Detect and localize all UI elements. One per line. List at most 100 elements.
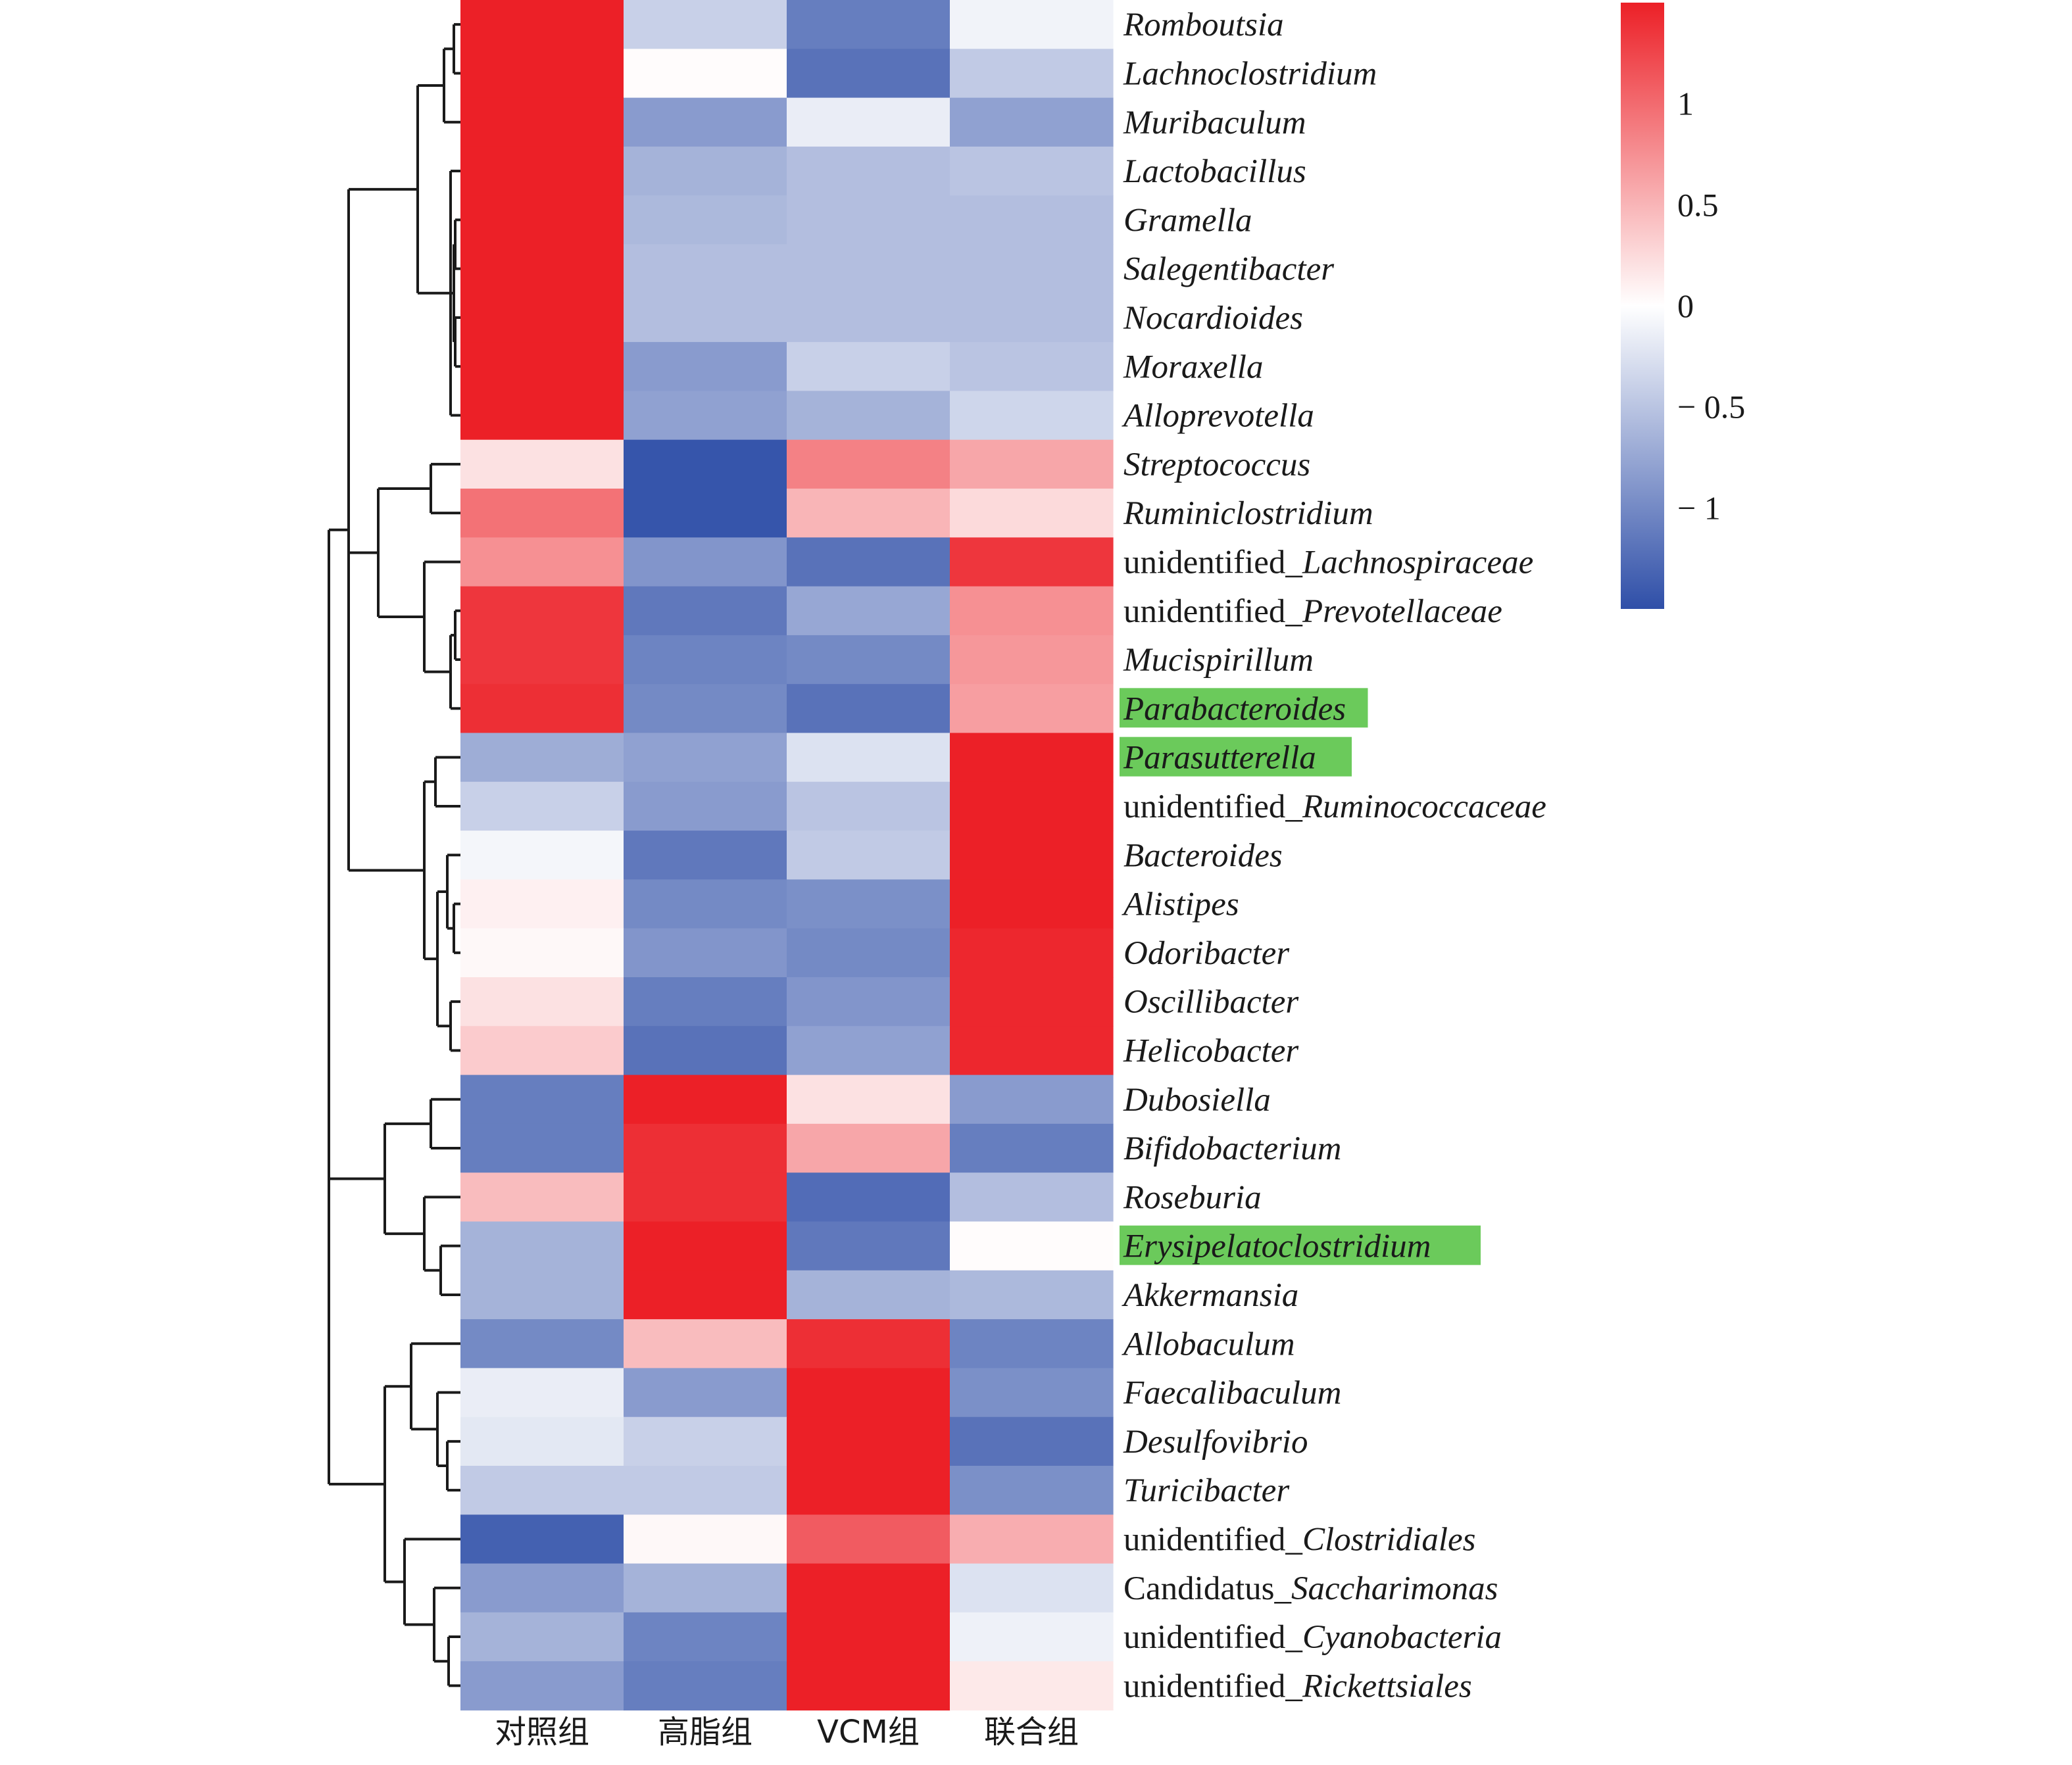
heatmap-cell <box>624 1466 787 1515</box>
heatmap-cell <box>787 1661 950 1711</box>
heatmap-cell <box>950 146 1114 196</box>
heatmap-cell <box>460 977 624 1027</box>
row-label: Odoribacter <box>1123 935 1289 972</box>
heatmap-cell <box>787 586 950 636</box>
heatmap-cell <box>950 244 1114 294</box>
row-label: unidentified_Rickettsiales <box>1123 1668 1472 1705</box>
row-labels: Romboutsia Lachnoclostridium Muribaculum La… <box>1120 7 1546 1705</box>
heatmap-cell <box>950 684 1114 734</box>
color-scale-tick-label: 1 <box>1677 85 1694 122</box>
heatmap-cell <box>787 1368 950 1418</box>
heatmap-cell <box>950 342 1114 391</box>
heatmap-cell <box>624 244 787 294</box>
heatmap-cell <box>787 1173 950 1222</box>
heatmap-cell <box>787 537 950 587</box>
row-label: Roseburia <box>1123 1179 1262 1216</box>
row-label: Muribaculum <box>1123 105 1306 141</box>
heatmap-cell <box>624 1026 787 1076</box>
heatmap-cell <box>624 0 787 49</box>
heatmap-cell <box>624 1563 787 1613</box>
heatmap-cell <box>787 1466 950 1515</box>
heatmap-cells <box>460 0 1114 1711</box>
heatmap-cell <box>460 1466 624 1515</box>
heatmap-cell <box>460 1368 624 1418</box>
heatmap-cell <box>624 195 787 245</box>
heatmap-cell <box>624 97 787 147</box>
heatmap-cell <box>787 928 950 978</box>
heatmap-cell <box>787 831 950 880</box>
row-label: Alistipes <box>1122 886 1239 923</box>
heatmap-cell <box>624 635 787 685</box>
heatmap-cell <box>950 537 1114 587</box>
heatmap-cell <box>460 879 624 929</box>
row-label-highlight <box>1120 688 1368 728</box>
heatmap-cell <box>460 0 624 49</box>
heatmap-cell <box>950 1661 1114 1711</box>
heatmap-cell <box>460 1661 624 1711</box>
heatmap-cell <box>787 0 950 49</box>
heatmap-cell <box>460 1416 624 1466</box>
heatmap-cell <box>787 1026 950 1076</box>
heatmap-cell <box>787 244 950 294</box>
row-label: Erysipelatoclostridium <box>1123 1228 1431 1265</box>
heatmap-cell <box>787 146 950 196</box>
heatmap-cell <box>950 1173 1114 1222</box>
heatmap-cell <box>950 0 1114 49</box>
heatmap-cell <box>624 439 787 489</box>
column-label: 对照组 <box>495 1714 589 1751</box>
heatmap-cell <box>460 1123 624 1173</box>
heatmap-cell <box>460 1319 624 1368</box>
row-label: Bacteroides <box>1123 837 1283 874</box>
heatmap-cell <box>950 1123 1114 1173</box>
heatmap-cell <box>787 977 950 1027</box>
heatmap-cell <box>460 1514 624 1564</box>
heatmap-cell <box>787 879 950 929</box>
heatmap-cell <box>460 489 624 538</box>
heatmap-cell <box>787 1612 950 1662</box>
row-label: unidentified_Clostridiales <box>1123 1521 1475 1558</box>
heatmap-cell <box>460 439 624 489</box>
heatmap-cell <box>624 1075 787 1124</box>
heatmap-cell <box>950 1075 1114 1124</box>
row-label: Bifidobacterium <box>1123 1130 1341 1167</box>
column-labels: 对照组 高脂组 VCM组 联合组 <box>495 1714 1079 1751</box>
heatmap-cell <box>787 293 950 343</box>
row-label: Allobaculum <box>1122 1326 1295 1363</box>
color-scale-tick-label: 0.5 <box>1677 186 1719 223</box>
heatmap-cell <box>460 342 624 391</box>
row-label: Nocardioides <box>1123 300 1303 337</box>
heatmap-cell <box>950 1368 1114 1418</box>
heatmap-cell <box>950 1612 1114 1662</box>
heatmap-cell <box>950 1026 1114 1076</box>
heatmap-cell <box>624 342 787 391</box>
row-label: Parabacteroides <box>1123 690 1346 727</box>
heatmap-cell <box>460 1612 624 1662</box>
heatmap-cell <box>787 1514 950 1564</box>
heatmap-cell <box>787 1123 950 1173</box>
heatmap-cell <box>950 1319 1114 1368</box>
row-dendrogram <box>328 23 460 1687</box>
heatmap-cell <box>950 1466 1114 1515</box>
heatmap-cell <box>460 781 624 831</box>
heatmap-cell <box>950 439 1114 489</box>
heatmap-cell <box>624 1221 787 1271</box>
heatmap-cell <box>624 928 787 978</box>
heatmap-cell <box>787 391 950 441</box>
heatmap-cell <box>460 1026 624 1076</box>
heatmap-cell <box>950 733 1114 783</box>
heatmap-cell <box>460 586 624 636</box>
heatmap-cell <box>950 879 1114 929</box>
color-scale-tick-label: 0 <box>1677 287 1694 324</box>
heatmap-cell <box>460 635 624 685</box>
heatmap-cell <box>950 1514 1114 1564</box>
row-label-highlight <box>1120 737 1352 777</box>
heatmap-cell <box>624 684 787 734</box>
heatmap-cell <box>787 1221 950 1271</box>
heatmap-cell <box>624 1123 787 1173</box>
heatmap-cell <box>950 1416 1114 1466</box>
heatmap-cell <box>787 1563 950 1613</box>
heatmap-cell <box>624 49 787 99</box>
heatmap-cell <box>460 1221 624 1271</box>
color-scale-bar <box>1621 3 1664 609</box>
heatmap-cell <box>950 928 1114 978</box>
